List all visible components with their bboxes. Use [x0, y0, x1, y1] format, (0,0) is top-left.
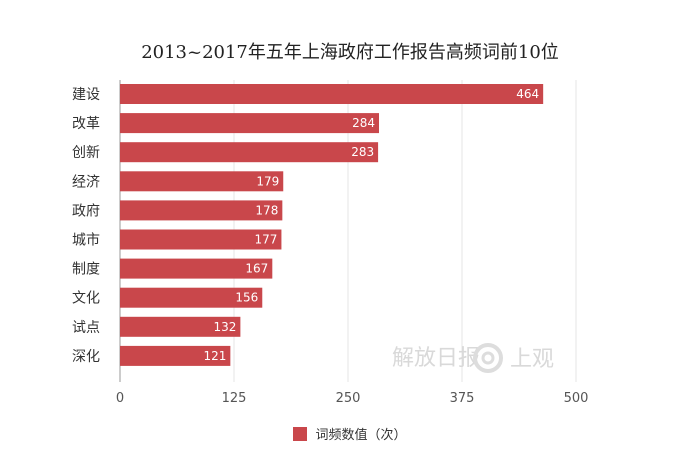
category-label: 建设 — [72, 87, 100, 103]
data-label: 464 — [516, 87, 539, 101]
data-label: 177 — [255, 233, 278, 247]
legend: 词频数值（次） — [0, 424, 700, 443]
bar — [120, 287, 263, 308]
x-tick-label: 125 — [222, 391, 247, 406]
bar — [120, 316, 241, 337]
x-tick-label: 500 — [564, 391, 589, 406]
category-label: 城市 — [72, 232, 100, 249]
category-label: 试点 — [72, 320, 100, 336]
watermark: 解放日报 上观 — [392, 343, 554, 373]
data-label: 283 — [351, 145, 374, 159]
x-tick-label: 0 — [116, 391, 124, 406]
watermark-logo-icon — [473, 343, 503, 373]
bars: 464 284 283 179 178 177 167 156 132 121 — [120, 84, 544, 366]
category-label: 制度 — [72, 262, 100, 278]
category-label: 创新 — [72, 145, 100, 161]
watermark-newspaper-text: 解放日报 — [392, 346, 480, 371]
category-label: 政府 — [72, 203, 100, 219]
category-label: 改革 — [72, 116, 100, 132]
category-label: 文化 — [72, 291, 100, 307]
bar — [120, 142, 379, 163]
data-label: 167 — [245, 262, 268, 276]
x-tick-label: 250 — [336, 391, 361, 406]
data-label: 121 — [203, 349, 226, 363]
chart-title: 2013~2017年五年上海政府工作报告高频词前10位 — [141, 42, 559, 63]
bar — [120, 171, 284, 192]
bar — [120, 84, 544, 104]
bar — [120, 258, 273, 279]
data-label: 178 — [255, 203, 278, 217]
bar — [120, 200, 283, 221]
data-label: 284 — [352, 116, 375, 130]
category-label: 深化 — [72, 349, 100, 365]
data-label: 179 — [256, 174, 279, 188]
bar — [120, 345, 231, 366]
data-label: 132 — [213, 320, 236, 334]
bar — [120, 229, 282, 250]
bar — [120, 113, 380, 134]
legend-swatch — [293, 426, 308, 441]
watermark-brand-text: 上观 — [510, 347, 554, 372]
x-tick-labels: 0 125 250 375 500 — [116, 391, 589, 406]
legend-label: 词频数值（次） — [315, 428, 407, 443]
x-tick-label: 375 — [450, 391, 475, 406]
category-label: 经济 — [72, 174, 100, 190]
data-label: 156 — [235, 291, 258, 305]
